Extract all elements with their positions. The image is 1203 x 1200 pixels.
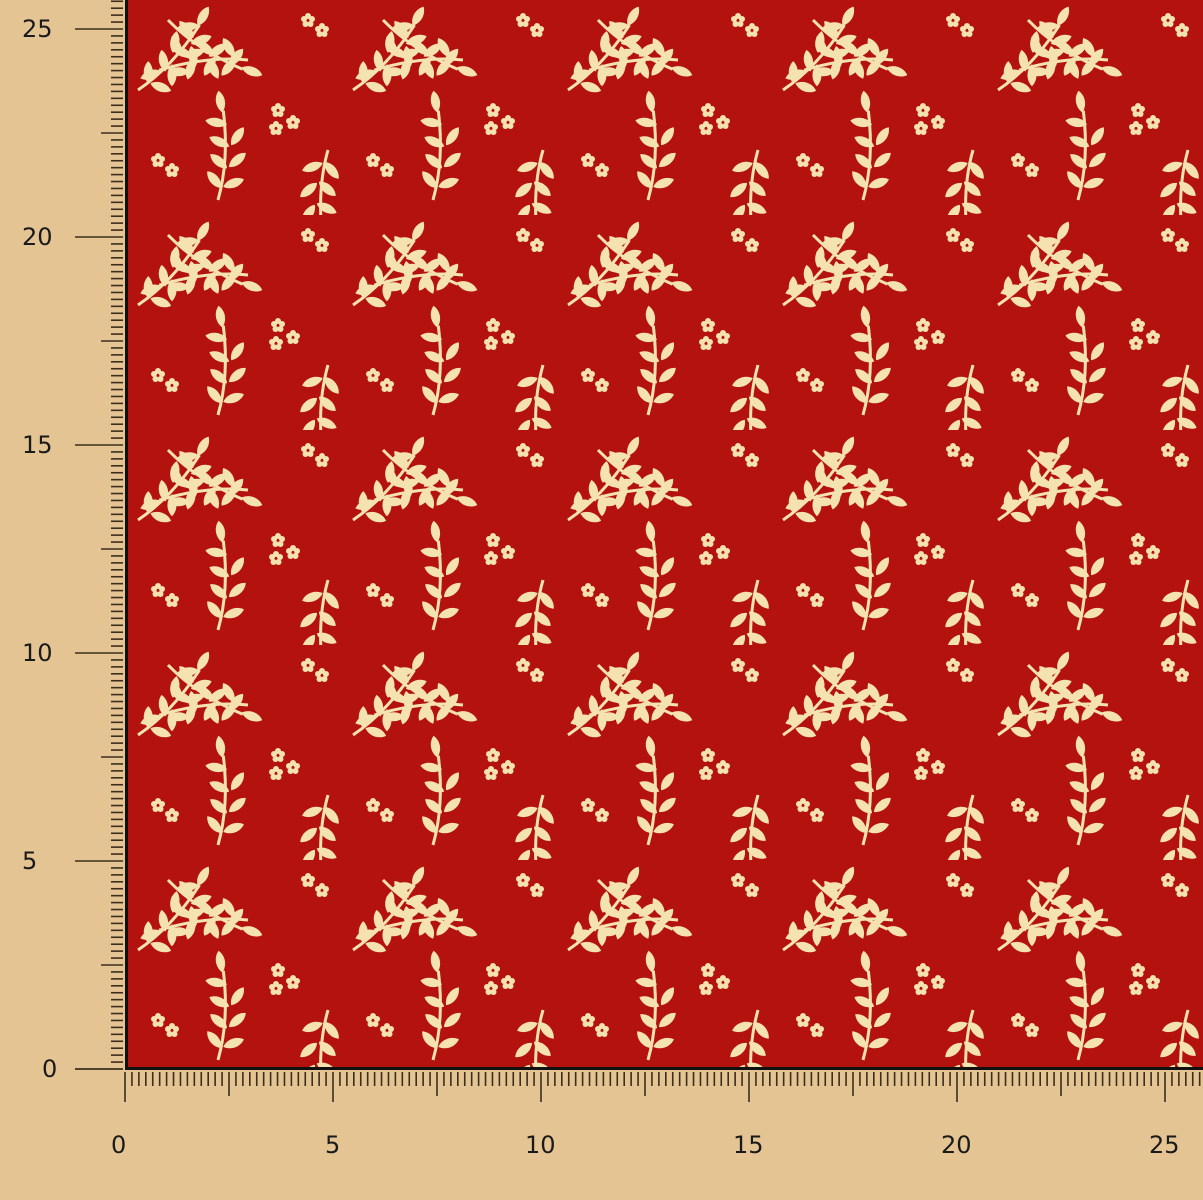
ruler-bottom-label: 5 [325,1131,341,1159]
ruler-bottom-label: 15 [733,1131,764,1159]
ruler-bottom-label: 0 [111,1131,127,1159]
ruler-left-label: 0 [42,1055,58,1083]
ruler-left-label: 25 [22,15,53,43]
floral-pattern [128,0,1203,1067]
ruler-bottom-label: 10 [525,1131,556,1159]
ruler-left-label: 15 [22,431,53,459]
ruler-left-label: 20 [22,223,53,251]
ruler-bottom-label: 20 [941,1131,972,1159]
fabric-swatch [125,0,1203,1070]
ruler-left-label: 5 [22,847,38,875]
ruler-left-label: 10 [22,639,53,667]
ruler-bottom-label: 25 [1149,1131,1180,1159]
